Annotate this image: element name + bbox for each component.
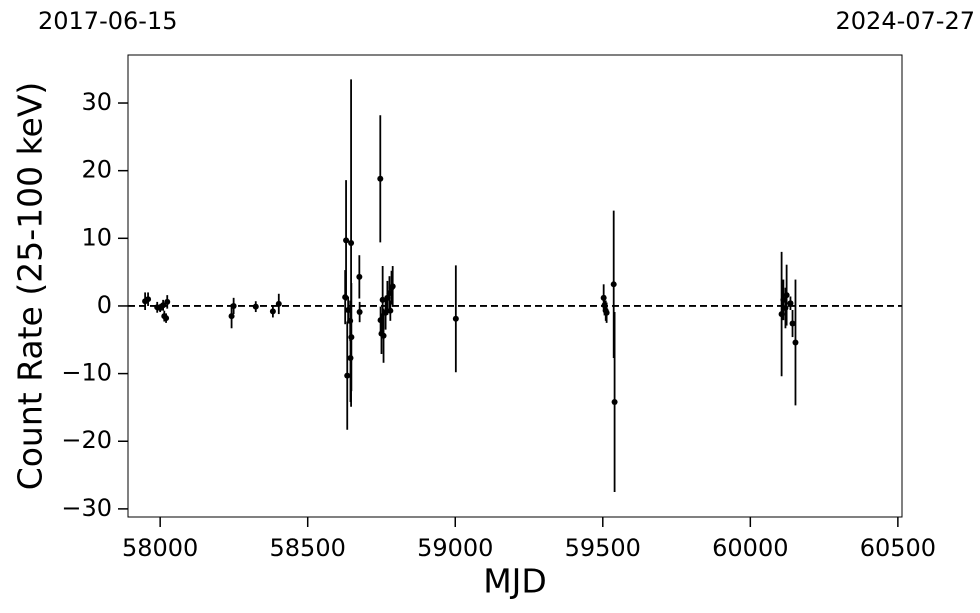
x-tick-label: 58500 (270, 534, 346, 562)
data-point (356, 309, 363, 316)
y-axis-label: Count Rate (25-100 keV) (11, 82, 50, 491)
data-point (603, 309, 610, 316)
x-axis-label: MJD (483, 562, 547, 601)
y-tick-label: −30 (61, 494, 112, 522)
data-point (782, 304, 789, 311)
x-tick-label: 60500 (860, 534, 936, 562)
data-point (792, 339, 799, 346)
y-tick-label: −20 (61, 426, 112, 454)
x-tick-label: 59500 (565, 534, 641, 562)
data-point (452, 315, 459, 322)
x-tick-label: 58000 (122, 534, 198, 562)
y-tick-label: 20 (81, 156, 112, 184)
y-tick-label: 0 (97, 291, 112, 319)
data-point (610, 281, 617, 288)
data-point (387, 307, 394, 314)
data-point (163, 315, 170, 322)
data-point (789, 320, 796, 327)
data-point (389, 283, 396, 290)
y-tick-label: 10 (81, 223, 112, 251)
data-point (230, 302, 237, 309)
data-point (145, 296, 152, 303)
data-point (783, 292, 790, 299)
data-point (348, 334, 355, 341)
data-point (228, 313, 235, 320)
data-point (344, 372, 351, 379)
top-left-label: 2017-06-15 (38, 7, 177, 35)
x-tick-label: 60000 (712, 534, 788, 562)
plot-frame (127, 54, 903, 518)
data-point (787, 300, 794, 307)
data-point (356, 273, 363, 280)
data-point (379, 296, 386, 303)
data-point (252, 303, 259, 310)
data-point (275, 300, 282, 307)
data-point (164, 298, 171, 305)
x-tick-label: 59000 (417, 534, 493, 562)
y-tick-label: 30 (81, 88, 112, 116)
data-point (160, 302, 167, 309)
data-point (611, 399, 618, 406)
top-right-label: 2024-07-27 (836, 7, 975, 35)
data-point (269, 308, 276, 315)
data-point (343, 237, 350, 244)
data-point (348, 240, 355, 247)
data-point (377, 175, 384, 182)
data-point (380, 332, 387, 339)
y-tick-label: −10 (61, 359, 112, 387)
